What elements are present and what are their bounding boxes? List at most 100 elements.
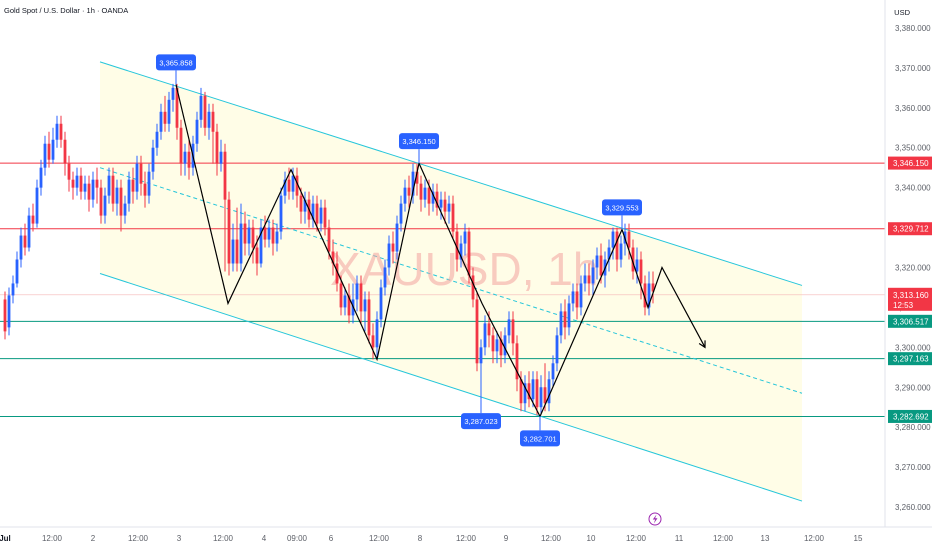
candle[interactable]: [83, 175, 87, 200]
candle[interactable]: [187, 139, 191, 180]
candle[interactable]: [39, 159, 43, 196]
candle[interactable]: [531, 371, 535, 408]
candle[interactable]: [515, 335, 519, 392]
candle[interactable]: [371, 323, 375, 360]
candle[interactable]: [59, 115, 63, 148]
candle[interactable]: [627, 223, 631, 260]
candle[interactable]: [631, 239, 635, 280]
candle[interactable]: [159, 103, 163, 140]
candle[interactable]: [451, 195, 455, 240]
candle[interactable]: [175, 83, 179, 140]
candle[interactable]: [587, 263, 591, 296]
candle[interactable]: [571, 283, 575, 312]
candle[interactable]: [151, 139, 155, 180]
candle[interactable]: [127, 171, 131, 212]
candle[interactable]: [619, 235, 623, 268]
candle[interactable]: [391, 231, 395, 264]
candle[interactable]: [203, 91, 207, 136]
candle[interactable]: [495, 331, 499, 364]
candle[interactable]: [399, 195, 403, 232]
candle[interactable]: [519, 371, 523, 412]
candle[interactable]: [295, 167, 299, 208]
candle[interactable]: [299, 187, 303, 224]
candle[interactable]: [123, 195, 127, 224]
channel-middle-line[interactable]: [99, 167, 803, 394]
candle[interactable]: [311, 195, 315, 228]
candle[interactable]: [383, 259, 387, 296]
candle[interactable]: [27, 207, 31, 252]
candle[interactable]: [79, 167, 83, 200]
candle[interactable]: [511, 311, 515, 356]
candle[interactable]: [343, 287, 347, 316]
candle[interactable]: [435, 183, 439, 216]
candle[interactable]: [91, 171, 95, 208]
candle[interactable]: [147, 163, 151, 204]
candle[interactable]: [643, 275, 647, 316]
candle[interactable]: [219, 139, 223, 172]
candle[interactable]: [499, 331, 503, 368]
candle[interactable]: [303, 191, 307, 224]
candle[interactable]: [31, 203, 35, 232]
candle[interactable]: [183, 143, 187, 176]
candle[interactable]: [139, 155, 143, 196]
candle[interactable]: [523, 375, 527, 412]
candle[interactable]: [3, 291, 7, 340]
channel-upper-line[interactable]: [99, 61, 803, 286]
candle[interactable]: [559, 303, 563, 344]
candle[interactable]: [23, 223, 27, 256]
candle[interactable]: [607, 239, 611, 272]
candle[interactable]: [111, 167, 115, 212]
candle[interactable]: [483, 315, 487, 356]
candle[interactable]: [51, 127, 55, 164]
candle[interactable]: [535, 371, 539, 416]
candle[interactable]: [503, 327, 507, 364]
candle[interactable]: [267, 219, 271, 248]
candle[interactable]: [319, 199, 323, 232]
currency-label[interactable]: USD: [894, 8, 910, 17]
candle[interactable]: [459, 235, 463, 268]
candle[interactable]: [611, 227, 615, 260]
candle[interactable]: [55, 115, 59, 148]
time-axis[interactable]: Jul 12:00 2 12:00 3 12:00 4 09:00 6 12:00 8 12:00 9 1…: [0, 534, 863, 543]
candle[interactable]: [547, 371, 551, 412]
candle[interactable]: [539, 375, 543, 416]
candle[interactable]: [63, 131, 67, 176]
candle[interactable]: [431, 183, 435, 212]
candle[interactable]: [579, 275, 583, 316]
candle[interactable]: [71, 171, 75, 200]
candle[interactable]: [235, 207, 239, 272]
candle[interactable]: [95, 167, 99, 204]
candle[interactable]: [207, 103, 211, 140]
candle[interactable]: [263, 215, 267, 248]
candle[interactable]: [443, 191, 447, 224]
candle[interactable]: [379, 279, 383, 328]
candle[interactable]: [583, 263, 587, 292]
candle[interactable]: [403, 179, 407, 212]
candle[interactable]: [423, 179, 427, 208]
candle[interactable]: [347, 283, 351, 324]
candle[interactable]: [283, 171, 287, 204]
candle[interactable]: [259, 219, 263, 268]
candle[interactable]: [239, 203, 243, 272]
candle[interactable]: [567, 295, 571, 336]
candle[interactable]: [43, 135, 47, 176]
candle[interactable]: [411, 163, 415, 204]
candle[interactable]: [471, 267, 475, 308]
candle[interactable]: [491, 327, 495, 364]
candle[interactable]: [163, 95, 167, 132]
candle[interactable]: [199, 87, 203, 128]
candle[interactable]: [475, 291, 479, 372]
candle[interactable]: [243, 211, 247, 256]
candle[interactable]: [135, 155, 139, 200]
candle[interactable]: [99, 179, 103, 224]
candle[interactable]: [75, 167, 79, 196]
candle[interactable]: [11, 275, 15, 304]
candles-layer[interactable]: [3, 83, 655, 416]
candle[interactable]: [15, 251, 19, 288]
candle[interactable]: [647, 271, 651, 316]
candle[interactable]: [615, 227, 619, 272]
candle[interactable]: [375, 311, 379, 360]
candle[interactable]: [563, 299, 567, 340]
